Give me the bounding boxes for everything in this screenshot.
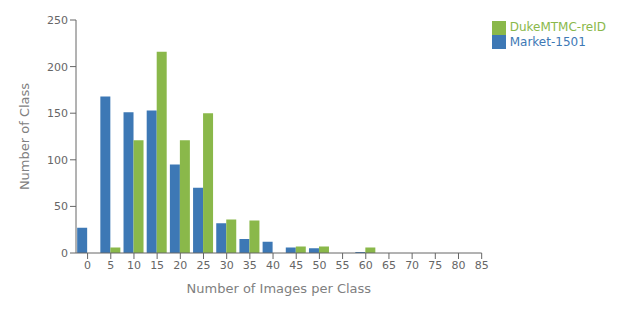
- svg-text:40: 40: [266, 259, 280, 272]
- svg-text:50: 50: [54, 200, 68, 213]
- html-text:DukeMTMC-reID: DukeMTMC-reID: [509, 20, 606, 34]
- svg-text:30: 30: [220, 259, 234, 272]
- svg-text:0: 0: [61, 247, 68, 260]
- svg-text:100: 100: [47, 154, 68, 167]
- html-text:Market-1501: Market-1501: [509, 34, 586, 49]
- svg-text:10: 10: [127, 259, 141, 272]
- svg-text:250: 250: [47, 14, 68, 27]
- svg-text:55: 55: [336, 259, 350, 272]
- svg-text:15: 15: [150, 259, 164, 272]
- svg-text:25: 25: [196, 259, 210, 272]
- svg-text:Number of Class: Number of Class: [17, 83, 32, 190]
- svg-text:80: 80: [451, 259, 465, 272]
- svg-text:Number of Images per Class: Number of Images per Class: [187, 281, 372, 296]
- svg-text:20: 20: [173, 259, 187, 272]
- svg-text:35: 35: [243, 259, 257, 272]
- svg-text:200: 200: [47, 61, 68, 74]
- svg-text:85: 85: [475, 259, 489, 272]
- svg-text:150: 150: [47, 107, 68, 120]
- svg-text:45: 45: [289, 259, 303, 272]
- svg-text:5: 5: [107, 259, 114, 272]
- svg-text:0: 0: [84, 259, 91, 272]
- svg-text:70: 70: [405, 259, 419, 272]
- svg-text:50: 50: [312, 259, 326, 272]
- svg-text:60: 60: [359, 259, 373, 272]
- svg-text:75: 75: [428, 259, 442, 272]
- svg-text:65: 65: [382, 259, 396, 272]
